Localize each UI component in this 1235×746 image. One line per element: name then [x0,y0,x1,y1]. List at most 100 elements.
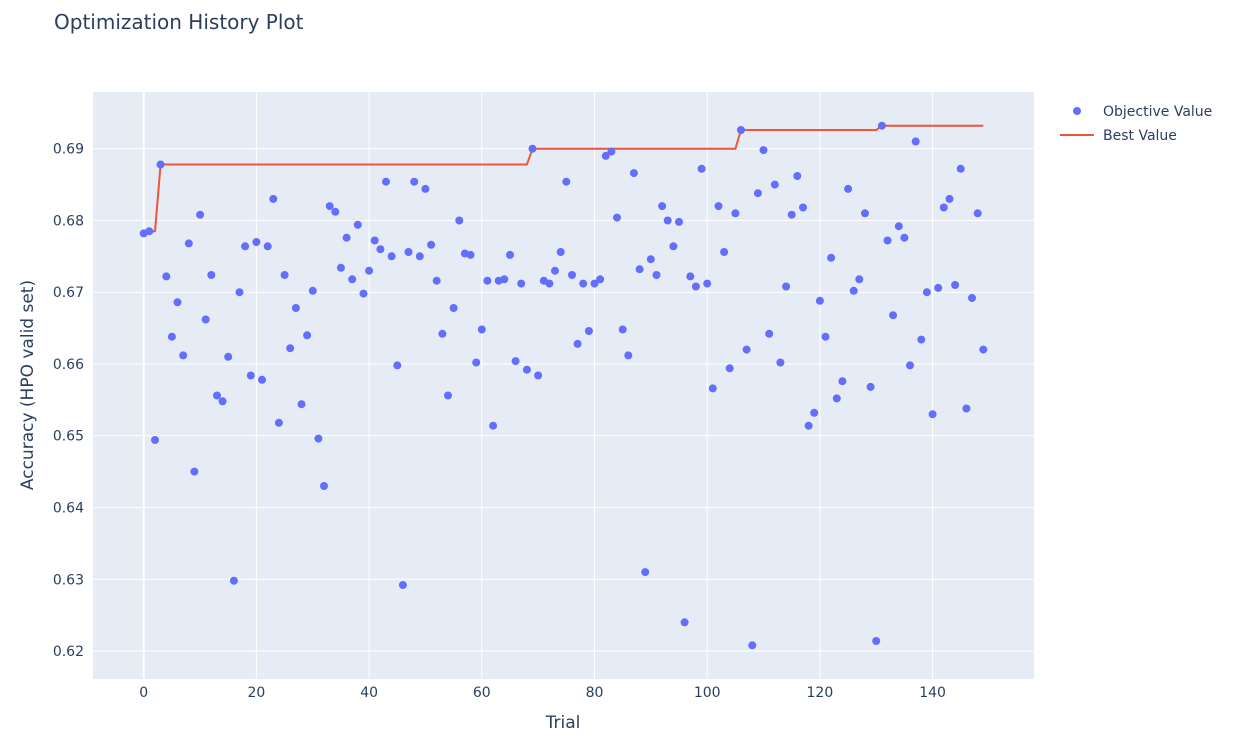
objective-value-point[interactable] [336,263,345,272]
objective-value-point[interactable] [866,382,875,391]
legend-item-best-value[interactable]: Best Value [1060,128,1177,144]
objective-value-point[interactable] [793,172,802,180]
objective-value-point[interactable] [308,286,317,295]
objective-value-point[interactable] [190,467,199,476]
objective-value-point[interactable] [861,209,869,218]
objective-value-point[interactable] [500,275,509,284]
objective-value-point[interactable] [145,227,154,236]
objective-value-point[interactable] [737,126,745,134]
objective-value-point[interactable] [810,408,819,417]
objective-value-point[interactable] [652,271,661,279]
objective-value-point[interactable] [224,352,233,361]
objective-value-point[interactable] [506,250,514,259]
objective-value-point[interactable] [883,236,892,245]
objective-value-point[interactable] [838,377,847,386]
objective-value-point[interactable] [675,217,683,226]
objective-value-point[interactable] [342,233,351,242]
objective-value-point[interactable] [477,325,486,334]
objective-value-point[interactable] [725,364,734,373]
objective-value-point[interactable] [821,332,830,341]
objective-value-point[interactable] [658,202,667,211]
objective-value-point[interactable] [770,180,779,189]
objective-value-point[interactable] [404,248,413,256]
objective-value-point[interactable] [241,242,250,251]
objective-value-point[interactable] [646,255,655,264]
objective-value-point[interactable] [556,248,565,256]
objective-value-point[interactable] [218,397,227,406]
objective-value-point[interactable] [815,296,824,305]
objective-value-point[interactable] [410,177,419,186]
objective-value-point[interactable] [832,394,841,403]
objective-value-point[interactable] [889,311,898,320]
objective-value-point[interactable] [348,275,357,284]
objective-value-point[interactable] [877,121,886,130]
objective-value-point[interactable] [522,365,531,374]
objective-value-point[interactable] [291,304,300,312]
objective-value-point[interactable] [855,275,864,284]
objective-value-point[interactable] [776,358,785,367]
objective-value-point[interactable] [708,384,717,393]
legend-item-objective-value[interactable]: Objective Value [1073,104,1212,120]
objective-value-point[interactable] [635,265,644,274]
objective-value-point[interactable] [432,276,441,285]
objective-value-point[interactable] [629,169,638,178]
objective-value-point[interactable] [782,282,791,291]
objective-value-point[interactable] [303,331,312,340]
objective-value-point[interactable] [528,144,537,153]
objective-value-point[interactable] [601,151,610,160]
objective-value-point[interactable] [274,418,283,427]
objective-value-point[interactable] [449,304,458,312]
objective-value-point[interactable] [742,345,751,354]
objective-value-point[interactable] [573,339,582,348]
objective-value-point[interactable] [269,194,278,203]
objective-value-point[interactable] [517,279,526,288]
objective-value-point[interactable] [511,357,520,366]
objective-value-point[interactable] [945,194,954,203]
objective-value-point[interactable] [201,315,210,324]
objective-value-point[interactable] [934,283,943,292]
objective-value-point[interactable] [697,164,706,173]
objective-value-point[interactable] [928,410,937,419]
objective-value-point[interactable] [900,233,909,242]
objective-value-point[interactable] [787,210,796,219]
objective-value-point[interactable] [607,147,616,156]
objective-value-point[interactable] [596,275,605,284]
objective-value-point[interactable] [173,298,182,307]
objective-value-point[interactable] [365,266,374,275]
objective-value-point[interactable] [568,271,576,279]
objective-value-point[interactable] [759,146,768,155]
objective-value-point[interactable] [720,248,729,256]
objective-value-point[interactable] [213,391,221,400]
objective-value-point[interactable] [286,344,295,353]
objective-value-point[interactable] [376,245,385,254]
objective-value-point[interactable] [956,164,965,173]
objective-value-point[interactable] [579,279,588,288]
objective-value-point[interactable] [731,209,740,218]
objective-value-point[interactable] [151,436,159,444]
objective-value-point[interactable] [686,272,695,281]
objective-value-point[interactable] [922,288,931,297]
objective-value-point[interactable] [962,404,971,413]
objective-value-point[interactable] [252,238,261,246]
objective-value-point[interactable] [359,289,368,298]
objective-value-point[interactable] [280,271,289,279]
objective-value-point[interactable] [444,391,452,400]
objective-value-point[interactable] [641,568,650,577]
objective-value-point[interactable] [663,216,672,225]
objective-value-point[interactable] [917,335,926,344]
objective-value-point[interactable] [765,329,774,338]
objective-value-point[interactable] [472,358,481,367]
objective-value-point[interactable] [844,184,853,193]
objective-value-point[interactable] [387,252,396,261]
objective-value-point[interactable] [939,203,948,212]
objective-value-point[interactable] [872,637,881,645]
objective-value-point[interactable] [973,209,982,218]
objective-value-point[interactable] [184,239,193,248]
objective-value-point[interactable] [968,294,976,302]
objective-value-point[interactable] [799,203,807,212]
objective-value-point[interactable] [196,210,205,219]
objective-value-point[interactable] [393,361,402,370]
objective-value-point[interactable] [618,325,627,334]
objective-value-point[interactable] [297,400,306,409]
objective-value-point[interactable] [489,421,498,430]
